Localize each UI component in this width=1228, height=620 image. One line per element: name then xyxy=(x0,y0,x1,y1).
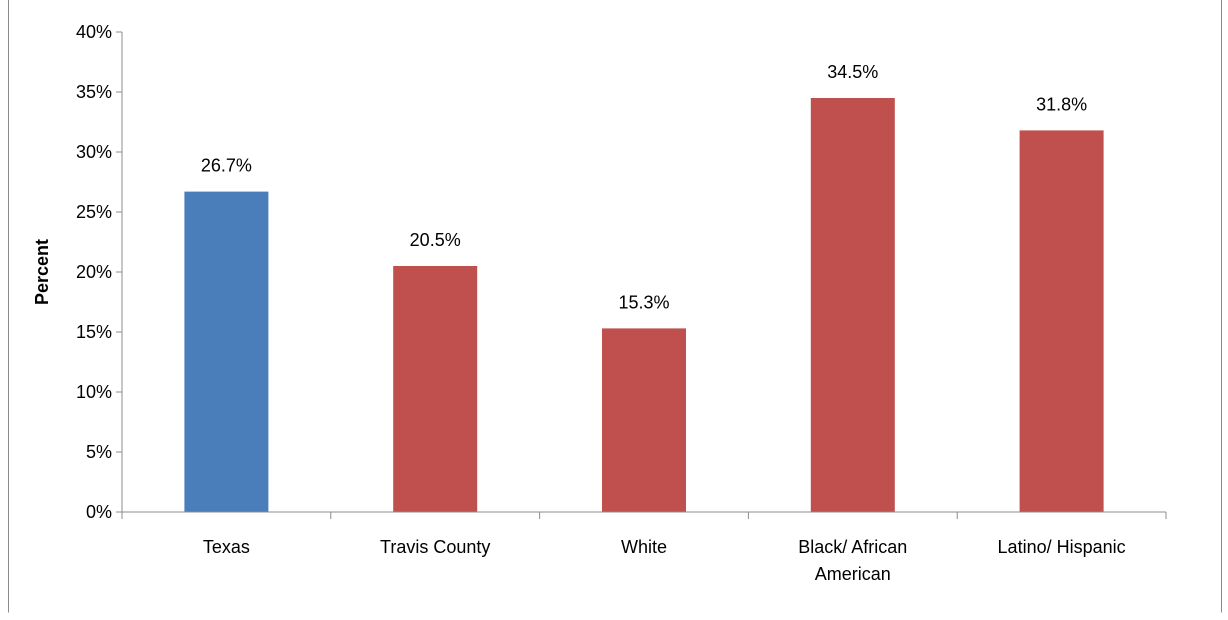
y-axis-title-group: Percent xyxy=(32,239,52,305)
y-tick-label: 40% xyxy=(76,22,112,42)
bar xyxy=(602,328,686,512)
y-tick-label: 5% xyxy=(86,442,112,462)
y-axis-title: Percent xyxy=(32,239,52,305)
data-label: 15.3% xyxy=(618,292,669,312)
y-tick-label: 0% xyxy=(86,502,112,522)
data-label: 26.7% xyxy=(201,156,252,176)
x-tick-label: American xyxy=(815,564,891,584)
y-tick-label: 30% xyxy=(76,142,112,162)
axes xyxy=(116,32,1166,513)
bar xyxy=(184,191,269,512)
x-tick-label: Travis County xyxy=(380,537,490,557)
bars xyxy=(184,98,1104,512)
bar xyxy=(393,266,478,512)
data-label: 34.5% xyxy=(827,62,878,82)
chart-frame xyxy=(8,0,1222,613)
bar xyxy=(810,98,895,512)
data-labels: 26.7% 20.5% 15.3% 34.5% 31.8% xyxy=(201,62,1087,312)
x-tick-label: Black/ African xyxy=(798,537,907,557)
bar xyxy=(1019,130,1104,512)
x-axis-ticks: Texas Travis County White Black/ African Ame… xyxy=(121,512,1167,584)
x-tick-label: Texas xyxy=(203,537,250,557)
y-axis-ticks: 0% 5% 10% 15% 20% 25% 30% 35% 40% xyxy=(76,22,122,522)
y-tick-label: 35% xyxy=(76,82,112,102)
y-tick-label: 10% xyxy=(76,382,112,402)
y-tick-label: 25% xyxy=(76,202,112,222)
x-tick-label: White xyxy=(621,537,667,557)
y-tick-label: 15% xyxy=(76,322,112,342)
data-label: 20.5% xyxy=(410,230,461,250)
data-label: 31.8% xyxy=(1036,94,1087,114)
x-tick-label: Latino/ Hispanic xyxy=(998,537,1126,557)
y-tick-label: 20% xyxy=(76,262,112,282)
